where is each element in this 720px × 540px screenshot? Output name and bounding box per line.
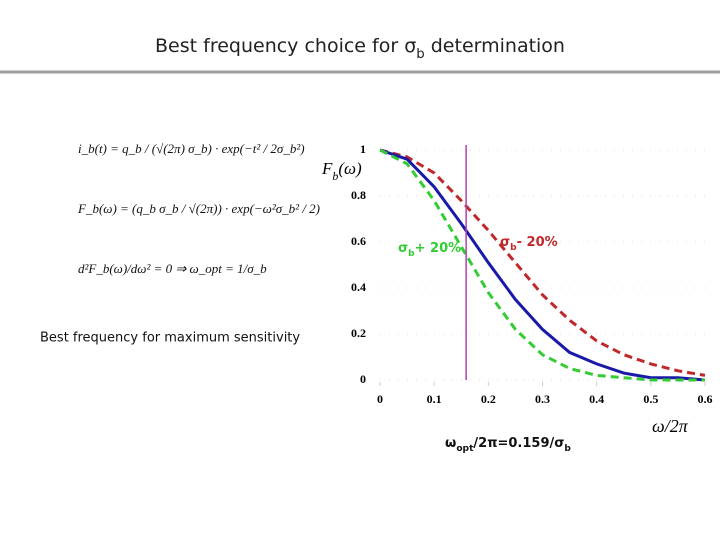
y-tick-label: 0.8 [351,188,366,202]
annotation-part: + 20% [415,241,462,256]
formula: i_b(t) = q_b / (√(2π) σ_b) · exp(−t² / 2… [78,141,305,156]
annotation-part: b [564,444,571,454]
annotation: σb+ 20% [398,241,461,259]
caption: Best frequency for maximum sensitivity [40,331,300,346]
x-axis-label-part: ω/2π [652,416,689,436]
y-tick-label: 0.2 [351,326,366,340]
y-axis-label-part: F [321,159,333,178]
x-tick-label: 0.5 [643,392,658,406]
formula: F_b(ω) = (q_b σ_b / √(2π)) · exp(−ω²σ_b²… [77,201,320,216]
annotation-part: - 20% [517,235,558,250]
x-tick-label: 0.4 [589,392,604,406]
y-axis-label-part: b [332,169,338,183]
slide-title-part: b [416,47,424,62]
annotation-part: σ [398,241,408,256]
annotation-part: ω [445,436,456,451]
series-line [379,148,706,377]
x-tick-label: 0.1 [427,392,442,406]
x-axis-label: ω/2π [652,416,689,436]
annotation: σb- 20% [500,235,558,253]
series-line [379,148,705,382]
annotation-part: b [408,249,415,259]
x-tick-label: 0.3 [535,392,550,406]
y-tick-label: 0.6 [351,234,366,248]
annotation-part: /2π=0.159/σ [473,436,564,451]
slide-title: Best frequency choice for σb determinati… [155,35,565,62]
y-axis-label-part: (ω) [338,159,362,178]
y-tick-label: 0.4 [351,280,366,294]
series-line [379,148,706,382]
y-tick-label: 0 [360,372,366,386]
slide-title-part: Best frequency choice for σ [155,35,416,57]
annotation-part: σ [500,235,510,250]
annotation-part: b [510,243,517,253]
y-tick-label: 1 [360,142,366,156]
annotation: ωopt/2π=0.159/σb [445,436,571,454]
x-tick-label: 0.6 [698,392,713,406]
annotation-part: opt [456,444,474,454]
formula: d²F_b(ω)/dω² = 0 ⇒ ω_opt = 1/σ_b [78,261,267,276]
x-tick-label: 0 [377,392,383,406]
slide-title-part: determination [425,35,565,57]
x-tick-label: 0.2 [481,392,496,406]
y-axis-label: Fb(ω) [321,159,362,183]
